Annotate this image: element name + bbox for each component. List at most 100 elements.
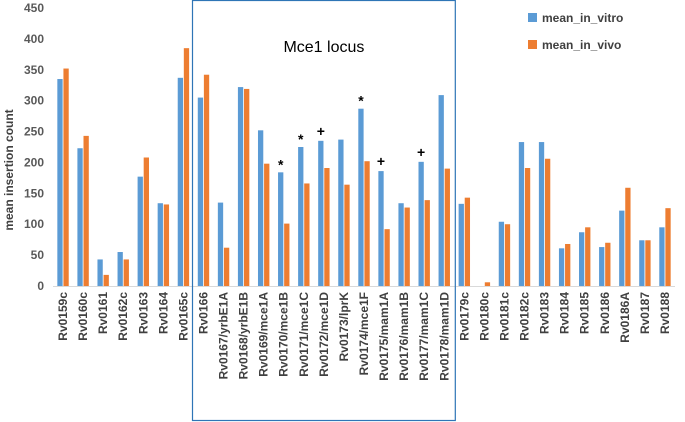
x-tick-label: Rv0177/mam1C xyxy=(417,292,431,381)
mce1-locus-label: Mce1 locus xyxy=(283,39,364,56)
bar-mean-in-vivo-rv0184 xyxy=(565,243,571,286)
bar-mean-in-vivo-rv0179c xyxy=(464,197,471,286)
x-tick-label: Rv0178/mam1D xyxy=(437,292,451,381)
bar-mean-in-vitro-rv0163 xyxy=(137,176,143,286)
y-tick-label: 400 xyxy=(24,32,44,46)
y-tick-label: 150 xyxy=(24,186,44,200)
bar-mean-in-vivo-rv0164 xyxy=(163,204,170,286)
bar-mean-in-vivo-rv0174-mce1f xyxy=(364,161,370,286)
bar-mean-in-vivo-rv0175-mam1a xyxy=(384,229,390,286)
bar-mean-in-vivo-rv0180c xyxy=(484,282,491,286)
bar-mean-in-vivo-rv0167-yrbe1a xyxy=(223,247,230,286)
x-tick-label: Rv0164 xyxy=(156,292,170,334)
bar-mean-in-vitro-rv0167-yrbe1a xyxy=(217,202,224,286)
bar-mean-in-vivo-rv0169-mce1a xyxy=(264,163,270,286)
x-tick-label: Rv0168/yrbE1B xyxy=(237,292,251,380)
bar-mean-in-vivo-rv0178-mam1d xyxy=(444,168,450,286)
bar-mean-in-vivo-rv0187 xyxy=(645,240,651,286)
bar-mean-in-vivo-rv0168-yrbe1b xyxy=(244,88,250,287)
bar-mean-in-vivo-rv0171-mce1c xyxy=(304,183,310,286)
legend-swatch-mean-in-vivo xyxy=(528,40,537,49)
x-tick-label: Rv0188 xyxy=(658,292,672,334)
plus-marker: + xyxy=(377,153,385,169)
bar-mean-in-vivo-rv0181c xyxy=(504,224,511,286)
y-axis-label: mean insertion count xyxy=(2,109,16,230)
bar-mean-in-vitro-rv0186 xyxy=(599,247,605,286)
bar-mean-in-vivo-rv0173-lprk xyxy=(344,184,350,286)
x-tick-label: Rv0159c xyxy=(56,292,70,341)
bar-mean-in-vitro-rv0188 xyxy=(659,227,665,286)
bar-mean-in-vitro-rv0171-mce1c xyxy=(298,147,304,286)
bar-mean-in-vivo-rv0165c xyxy=(183,48,190,286)
asterisk-marker: * xyxy=(278,156,284,172)
x-tick-label: Rv0175/mam1A xyxy=(377,292,391,381)
x-tick-label: Rv0170/mce1B xyxy=(277,292,291,377)
x-tick-label: Rv0172/mce1D xyxy=(317,292,331,377)
bar-mean-in-vivo-rv0182c xyxy=(524,168,531,286)
x-tick-label: Rv0179c xyxy=(457,292,471,341)
bar-mean-in-vivo-rv0166 xyxy=(203,74,210,286)
bar-mean-in-vitro-rv0173-lprk xyxy=(338,139,344,286)
bar-mean-in-vivo-rv0170-mce1b xyxy=(284,223,290,286)
bar-mean-in-vivo-rv0160c xyxy=(83,135,89,286)
bar-mean-in-vitro-rv0183 xyxy=(538,142,545,286)
x-tick-label: Rv0167/yrbE1A xyxy=(217,292,231,380)
y-tick-label: 50 xyxy=(31,248,45,262)
asterisk-marker: * xyxy=(358,93,364,109)
bars xyxy=(57,48,671,287)
bar-mean-in-vitro-rv0166 xyxy=(197,97,204,286)
y-tick-label: 0 xyxy=(37,279,44,293)
x-tick-label: Rv0163 xyxy=(136,292,150,334)
x-tick-label: Rv0169/mce1A xyxy=(257,292,271,377)
legend-label-mean-in-vitro: mean_in_vitro xyxy=(542,11,623,25)
bar-mean-in-vivo-rv0159c xyxy=(63,68,69,286)
x-tick-label: Rv0161 xyxy=(96,292,110,334)
x-tick-label: Rv0183 xyxy=(538,292,552,334)
legend: mean_in_vitro mean_in_vivo xyxy=(528,11,623,52)
bar-mean-in-vivo-rv0186 xyxy=(605,242,611,286)
bar-mean-in-vitro-rv0172-mce1d xyxy=(318,140,324,286)
bar-mean-in-vitro-rv0184 xyxy=(558,248,565,286)
bar-mean-in-vitro-rv0185 xyxy=(579,232,585,286)
y-axis: 0 50 100 150 200 250 300 350 400 450 xyxy=(24,1,44,293)
bar-mean-in-vitro-rv0161 xyxy=(97,259,103,286)
x-tick-label: Rv0174/mce1F xyxy=(357,292,371,375)
bar-mean-in-vitro-rv0164 xyxy=(157,203,163,286)
bar-mean-in-vitro-rv0178-mam1d xyxy=(438,95,444,286)
x-axis-labels: Rv0159c Rv0160c Rv0161 Rv0162c Rv0163 Rv0164 R… xyxy=(56,292,672,381)
plus-marker: + xyxy=(317,123,325,139)
x-tick-label: Rv0186A xyxy=(618,292,632,343)
bar-mean-in-vitro-rv0159c xyxy=(57,79,63,286)
bar-mean-in-vitro-rv0187 xyxy=(639,240,645,286)
bar-mean-in-vivo-rv0177-mam1c xyxy=(424,200,430,286)
asterisk-marker: * xyxy=(298,131,304,147)
x-tick-label: Rv0187 xyxy=(638,292,652,334)
bar-mean-in-vitro-rv0168-yrbe1b xyxy=(237,87,244,286)
bar-mean-in-vitro-rv0162c xyxy=(117,252,123,286)
bar-mean-in-vivo-rv0183 xyxy=(544,158,551,286)
bar-mean-in-vivo-rv0185 xyxy=(585,227,591,286)
bar-mean-in-vivo-rv0161 xyxy=(103,274,109,286)
bar-mean-in-vitro-rv0175-mam1a xyxy=(378,171,384,286)
bar-mean-in-vitro-rv0176-mam1b xyxy=(398,203,404,286)
x-tick-label: Rv0181c xyxy=(497,292,511,341)
x-tick-label: Rv0165c xyxy=(176,292,190,341)
bar-mean-in-vitro-rv0169-mce1a xyxy=(257,130,264,286)
bar-mean-in-vivo-rv0188 xyxy=(665,208,671,286)
bar-mean-in-vivo-rv0186a xyxy=(625,187,631,286)
x-tick-label: Rv0166 xyxy=(196,292,210,334)
x-tick-label: Rv0182c xyxy=(518,292,532,341)
bar-mean-in-vivo-rv0176-mam1b xyxy=(404,207,410,286)
y-tick-label: 100 xyxy=(24,217,44,231)
bar-mean-in-vitro-rv0174-mce1f xyxy=(358,108,364,286)
y-tick-label: 350 xyxy=(24,63,44,77)
bar-mean-in-vivo-rv0162c xyxy=(123,259,129,286)
x-tick-label: Rv0162c xyxy=(116,292,130,341)
x-tick-label: Rv0180c xyxy=(477,292,491,341)
mce1-locus-region-box xyxy=(191,0,456,422)
bar-mean-in-vitro-rv0160c xyxy=(77,148,83,286)
y-tick-label: 250 xyxy=(24,125,44,139)
bar-mean-in-vivo-rv0163 xyxy=(143,157,149,286)
bar-mean-in-vitro-rv0165c xyxy=(177,77,184,286)
